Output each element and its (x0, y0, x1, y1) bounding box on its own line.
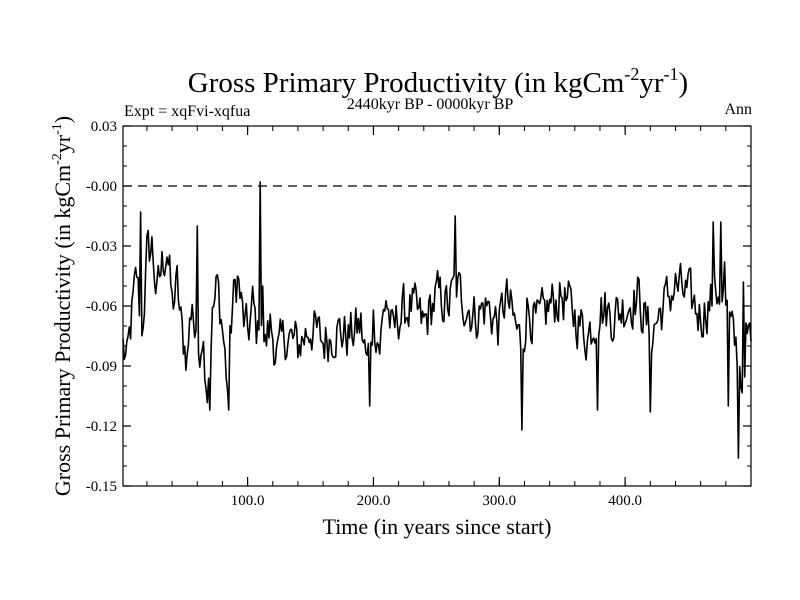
ylabel-mid: yr (50, 134, 75, 153)
series-line-gpp-anomaly (122, 181, 752, 459)
ylabel-sup-2: -1 (50, 123, 65, 135)
y-tick-label: -0.00 (86, 179, 117, 195)
x-tick-label: 100.0 (231, 493, 265, 509)
y-tick-label: -0.09 (86, 359, 117, 375)
title-mid: yr (639, 67, 664, 99)
chart-title: Gross Primary Productivity (in kgCm-2yr-… (188, 64, 688, 99)
title-end: ) (679, 67, 689, 99)
y-axis-label: Gross Primary Productivity (in kgCm-2yr-… (50, 116, 75, 496)
season-label: Ann (724, 101, 752, 118)
title-sup-2: -1 (664, 64, 679, 84)
y-axis: 0.03 -0.00 -0.03 -0.06 -0.09 -0.12 -0.15 (86, 119, 751, 495)
x-axis-label: Time (in years since start) (323, 514, 552, 539)
y-tick-label: 0.03 (91, 119, 117, 135)
chart-subtitle: 2440kyr BP - 0000kyr BP (347, 96, 514, 113)
x-tick-label: 200.0 (357, 493, 391, 509)
plot-frame (122, 125, 752, 487)
expt-label: Expt = xqFvi-xqfua (124, 103, 250, 120)
x-axis: 100.0 200.0 300.0 400.0 (146, 126, 727, 509)
y-tick-label: -0.12 (86, 419, 117, 435)
title-sup-1: -2 (624, 64, 639, 84)
ylabel-end: ) (50, 116, 75, 123)
ylabel-sup-1: -2 (50, 153, 65, 165)
y-tick-label: -0.06 (86, 299, 118, 315)
title-main: Gross Primary Productivity (in kgCm (188, 67, 625, 99)
ylabel-main: Gross Primary Productivity (in kgCm (50, 165, 75, 496)
x-tick-label: 300.0 (482, 493, 516, 509)
y-tick-label: -0.03 (86, 239, 117, 255)
x-tick-label: 400.0 (608, 493, 642, 509)
y-tick-label: -0.15 (86, 479, 117, 495)
